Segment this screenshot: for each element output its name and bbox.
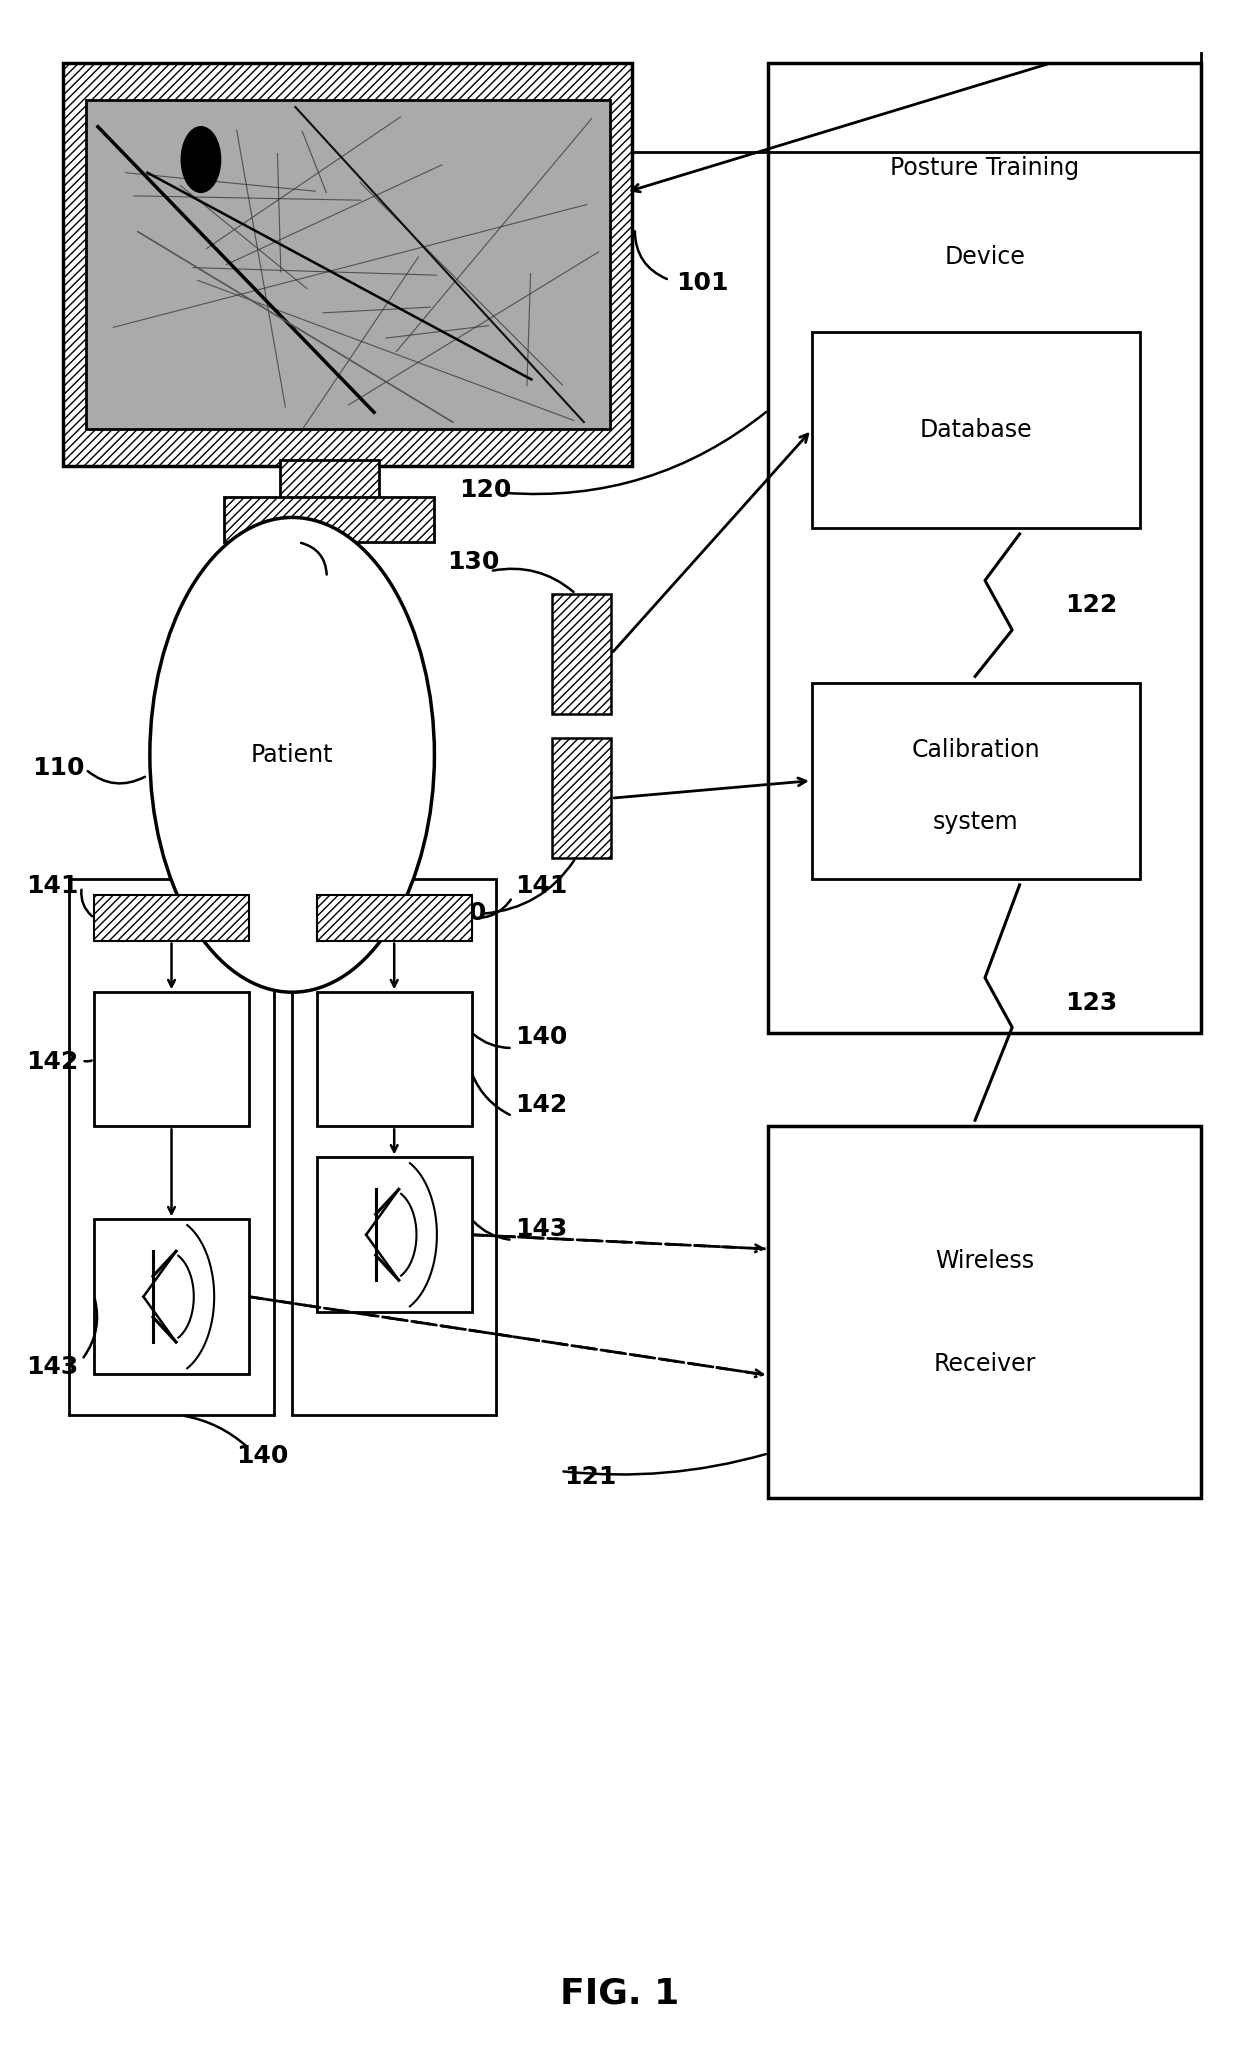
Bar <box>769 1127 1202 1499</box>
Text: 110: 110 <box>32 757 84 781</box>
Text: 142: 142 <box>515 1093 567 1116</box>
Text: 142: 142 <box>26 1050 78 1073</box>
Text: Calibration: Calibration <box>911 738 1040 761</box>
Text: 141: 141 <box>26 874 78 899</box>
Bar <box>224 496 434 542</box>
Bar <box>769 64 1202 1034</box>
Bar <box>293 878 496 1416</box>
Text: Posture Training: Posture Training <box>890 157 1080 180</box>
Text: FIG. 1: FIG. 1 <box>560 1976 680 2011</box>
Bar <box>552 738 611 858</box>
Text: 140: 140 <box>515 1025 567 1048</box>
Text: Database: Database <box>919 418 1032 442</box>
Bar <box>812 682 1140 878</box>
Bar <box>317 895 471 940</box>
Text: 121: 121 <box>564 1466 616 1488</box>
Text: Wireless: Wireless <box>935 1248 1034 1273</box>
Text: system: system <box>932 810 1018 833</box>
Text: Receiver: Receiver <box>934 1352 1037 1377</box>
Bar <box>94 895 249 940</box>
Text: 122: 122 <box>1065 593 1117 618</box>
Text: 120: 120 <box>459 477 512 502</box>
Text: 101: 101 <box>676 271 728 296</box>
Text: 100: 100 <box>327 579 381 604</box>
Circle shape <box>181 126 221 192</box>
Bar <box>86 101 610 428</box>
Text: 130: 130 <box>446 550 500 575</box>
Bar <box>69 878 274 1416</box>
Text: 130: 130 <box>434 901 487 924</box>
Bar <box>280 459 378 500</box>
Text: 143: 143 <box>26 1356 78 1379</box>
Bar <box>552 593 611 713</box>
Text: 141: 141 <box>515 874 567 899</box>
Bar <box>94 1220 249 1375</box>
Bar <box>317 992 471 1127</box>
Bar <box>317 1158 471 1313</box>
Text: Device: Device <box>945 246 1025 269</box>
Bar <box>94 992 249 1127</box>
Text: 143: 143 <box>515 1217 567 1240</box>
Circle shape <box>150 517 434 992</box>
Text: 123: 123 <box>1065 990 1117 1015</box>
Bar <box>63 64 632 465</box>
Text: Patient: Patient <box>250 742 334 767</box>
Bar <box>812 331 1140 527</box>
Text: 140: 140 <box>237 1445 289 1468</box>
